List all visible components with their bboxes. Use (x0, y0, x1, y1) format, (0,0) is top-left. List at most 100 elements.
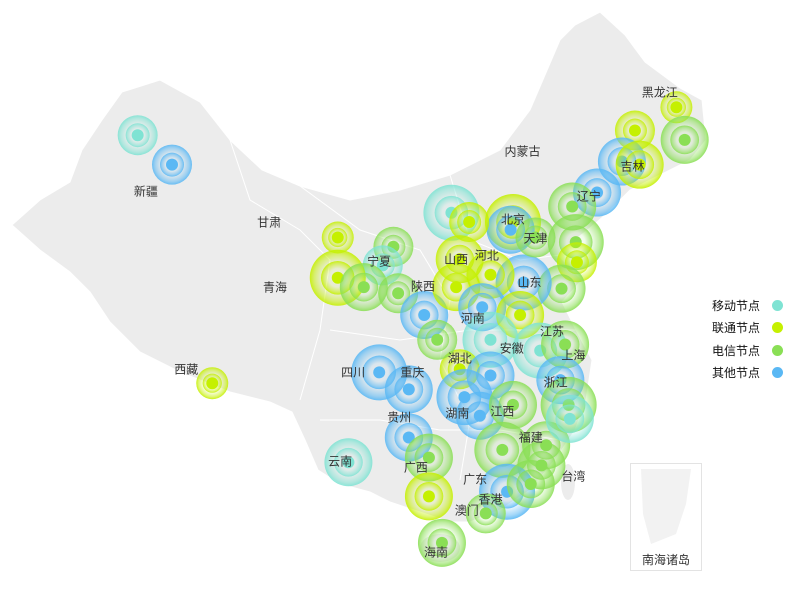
node-point-telecom[interactable] (660, 115, 709, 164)
taiwan-region (561, 464, 575, 500)
node-dot (559, 338, 572, 351)
node-point-unicom[interactable] (615, 140, 664, 189)
node-point-telecom[interactable] (506, 459, 555, 508)
node-dot (476, 301, 489, 314)
node-point-other[interactable] (152, 144, 192, 185)
province-label: 青海 (262, 280, 288, 295)
legend-label: 其他节点 (712, 366, 761, 381)
node-dot (402, 431, 415, 444)
inset-label: 南海诸岛 (641, 553, 690, 567)
legend-item-telecom[interactable]: 电信节点 (712, 339, 784, 362)
province-label: 西藏 (174, 362, 199, 377)
node-dot (504, 223, 517, 236)
node-dot (402, 383, 415, 396)
province-label: 香港 (478, 492, 503, 507)
legend: 移动节点 联通节点 电信节点 其他节点 (712, 294, 784, 385)
node-point-telecom[interactable] (339, 263, 388, 312)
legend-label: 移动节点 (712, 298, 761, 313)
node-point-unicom[interactable] (404, 472, 453, 521)
province-label: 四川 (341, 365, 366, 380)
legend-dot-icon (772, 322, 784, 334)
node-dot (555, 282, 568, 295)
node-dot (484, 268, 497, 281)
node-point-telecom[interactable] (404, 433, 453, 482)
node-dot (633, 158, 646, 171)
province-label: 黑龙江 (641, 85, 678, 100)
node-dot (453, 253, 466, 266)
province-label: 安徽 (499, 341, 524, 356)
node-point-unicom[interactable] (660, 91, 693, 124)
province-label: 宁夏 (367, 254, 392, 269)
node-dot (514, 309, 527, 321)
node-dot (524, 477, 537, 490)
node-point-other[interactable] (384, 365, 433, 414)
province-label: 上海 (561, 348, 586, 363)
province-label: 内蒙古 (504, 144, 541, 159)
province-label: 浙江 (543, 375, 568, 390)
province-label: 江西 (490, 404, 515, 419)
province-label: 辽宁 (576, 189, 601, 204)
legend-item-unicom[interactable]: 联通节点 (712, 317, 784, 340)
node-dot (473, 409, 486, 422)
node-dot (670, 101, 683, 114)
node-dot (450, 281, 463, 294)
node-dot (131, 129, 144, 142)
province-label: 福建 (518, 430, 543, 445)
node-point-unicom[interactable] (614, 110, 655, 151)
node-dot (166, 158, 178, 171)
node-dot (484, 369, 497, 382)
legend-label: 电信节点 (712, 343, 761, 358)
node-dot (342, 456, 355, 469)
province-label: 河北 (474, 248, 499, 263)
node-dot (563, 412, 576, 425)
node-point-telecom[interactable] (474, 421, 531, 478)
province-label: 陕西 (410, 279, 436, 294)
province-label: 湖南 (445, 406, 470, 421)
node-point-mobile[interactable] (545, 394, 594, 443)
node-point-unicom[interactable] (196, 367, 229, 400)
province-label: 广东 (463, 472, 488, 487)
node-point-telecom[interactable] (541, 320, 590, 369)
node-dot (529, 231, 542, 244)
node-dot (206, 377, 219, 390)
node-dot (517, 276, 530, 289)
node-point-mobile[interactable] (462, 311, 519, 368)
node-dot (435, 536, 448, 549)
node-point-telecom[interactable] (417, 319, 458, 360)
province-label: 台湾 (561, 469, 586, 484)
province-label: 河南 (460, 311, 485, 326)
legend-item-other[interactable]: 其他节点 (712, 362, 784, 385)
node-point-mobile[interactable] (117, 115, 158, 156)
province-label: 海南 (424, 545, 449, 560)
province-label: 湖北 (447, 351, 472, 366)
node-dot (678, 133, 691, 146)
node-point-mobile[interactable] (324, 438, 373, 487)
node-dot (628, 124, 641, 137)
province-label: 云南 (328, 454, 353, 469)
province-label: 澳门 (454, 503, 479, 518)
province-label: 贵州 (387, 410, 412, 425)
node-dot (422, 490, 435, 503)
province-border (229, 139, 331, 401)
legend-label: 联通节点 (712, 321, 761, 336)
legend-dot-icon (772, 344, 784, 356)
node-dot (357, 281, 370, 294)
node-point-telecom[interactable] (515, 217, 556, 258)
province-label: 吉林 (620, 159, 645, 174)
node-point-unicom[interactable] (321, 221, 354, 254)
node-point-unicom[interactable] (449, 202, 490, 242)
node-dot (570, 256, 583, 269)
node-point-telecom[interactable] (465, 493, 506, 534)
node-dot (496, 443, 509, 456)
province-label: 山东 (517, 275, 542, 290)
node-dot (479, 507, 492, 520)
node-point-telecom[interactable] (417, 518, 466, 567)
node-dot (418, 309, 431, 321)
province-label: 天津 (523, 231, 548, 245)
node-point-telecom[interactable] (488, 380, 537, 429)
node-dot (376, 259, 389, 272)
node-dot (484, 333, 497, 346)
node-dot (331, 231, 344, 244)
province-label: 江苏 (540, 324, 565, 338)
legend-item-mobile[interactable]: 移动节点 (712, 294, 784, 317)
